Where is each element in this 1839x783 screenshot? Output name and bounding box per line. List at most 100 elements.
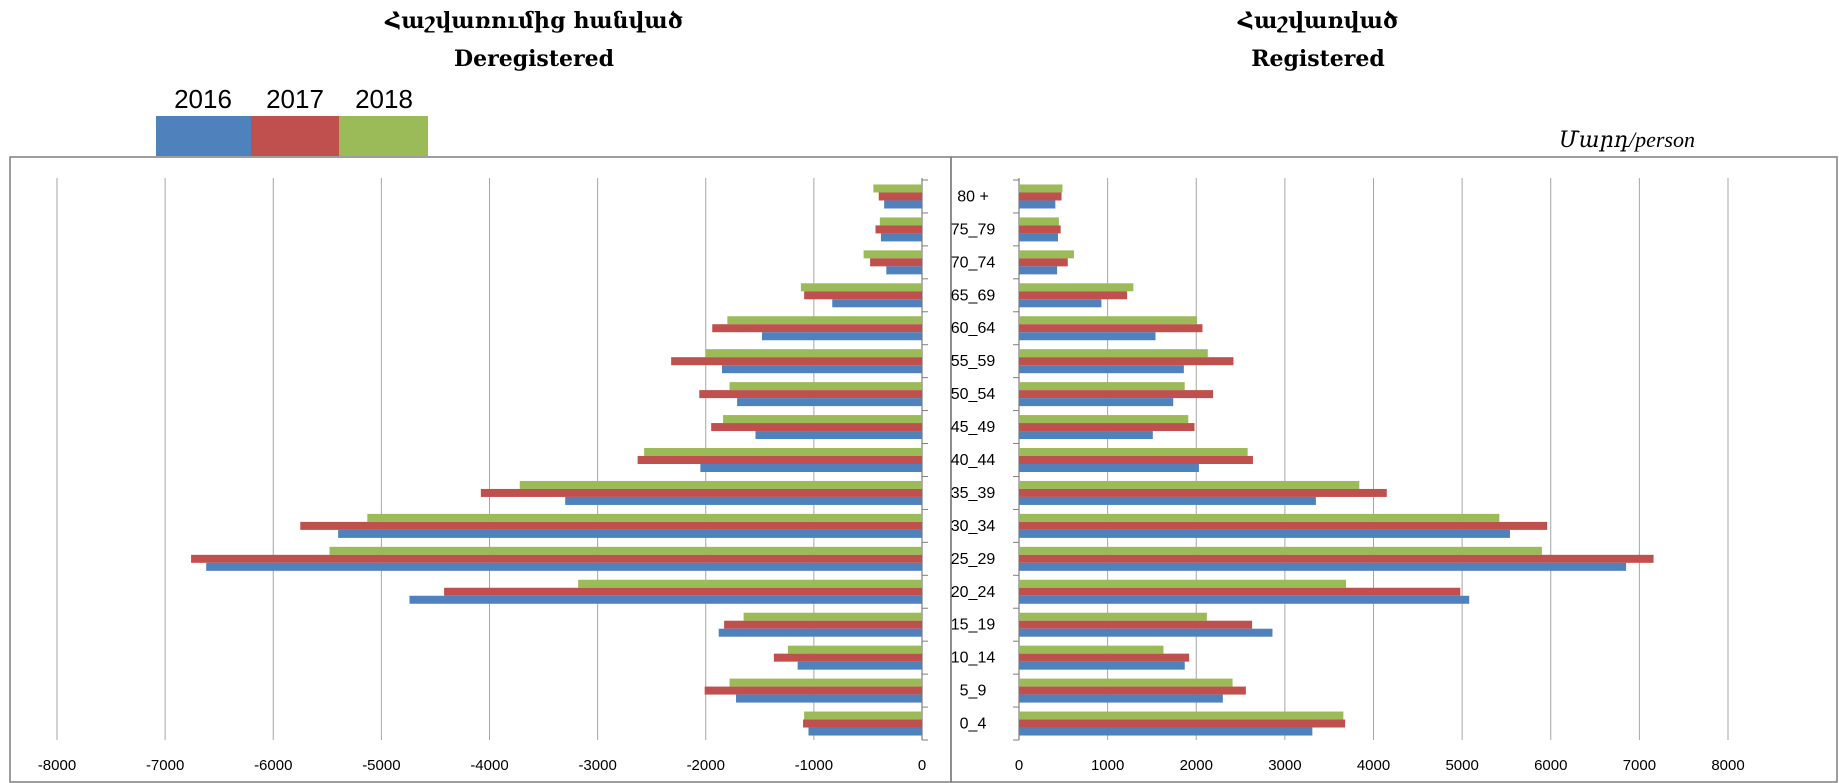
category-label: 40_44 — [951, 452, 996, 469]
bar-2018-15-19 — [1019, 612, 1207, 621]
bar-2018-70-74 — [1019, 250, 1074, 259]
bar-2016-15-19 — [1019, 628, 1273, 637]
bar-2017-75-79 — [1019, 225, 1061, 234]
bar-2018-70-74 — [863, 250, 922, 259]
bar-2016-55-59 — [1019, 365, 1184, 374]
bar-2017-40-44 — [637, 456, 922, 464]
bar-2017-25-29 — [191, 554, 922, 563]
bar-2016-35-39 — [1019, 496, 1316, 505]
bar-2017-35-39 — [480, 488, 922, 497]
bar-2017-55-59 — [671, 357, 922, 366]
bar-2016-35-39 — [565, 496, 922, 505]
bar-2018-20-24 — [578, 579, 922, 588]
bar-2017-30-34 — [300, 521, 922, 530]
bar-2016-70-74 — [886, 266, 922, 275]
right-title-hy: Հաշվառված — [1237, 8, 1398, 34]
bar-2018-10-14 — [787, 645, 922, 654]
category-label: 75_79 — [951, 221, 996, 238]
bar-2017-15-19 — [724, 620, 922, 629]
bar-2017-45-49 — [711, 423, 922, 432]
category-label: 65_69 — [951, 287, 996, 304]
category-label: 30_34 — [951, 518, 996, 535]
bar-2018-5-9 — [1019, 678, 1233, 687]
bar-2016-50-54 — [737, 398, 922, 407]
x-tick-label: 3000 — [1268, 757, 1301, 774]
bar-2017-75-79 — [875, 225, 922, 234]
x-tick-label: -8000 — [38, 757, 76, 774]
bar-2017-10-14 — [1019, 653, 1190, 662]
bar-2018-15-19 — [743, 612, 922, 621]
bar-2018-30-34 — [367, 513, 923, 522]
bar-2016-45-49 — [755, 431, 922, 440]
bar-2018-5-9 — [729, 678, 922, 687]
bar-2016-60-64 — [761, 332, 922, 341]
category-label: 15_19 — [951, 617, 996, 634]
bar-2016-30-34 — [1019, 529, 1510, 538]
bar-2016-80- — [1019, 200, 1056, 209]
bar-2016-20-24 — [409, 595, 922, 604]
bar-2018-80- — [1019, 184, 1063, 193]
bar-2016-65-69 — [1019, 299, 1102, 308]
bar-2016-5-9 — [1019, 694, 1223, 703]
bar-2018-10-14 — [1019, 645, 1164, 654]
category-label: 20_24 — [951, 584, 996, 601]
left-title-en: Deregistered — [454, 46, 614, 72]
bar-2016-45-49 — [1019, 431, 1153, 440]
bar-2018-60-64 — [727, 316, 922, 325]
bar-2016-55-59 — [721, 365, 922, 374]
x-tick-label: 0 — [918, 757, 926, 774]
bar-2017-65-69 — [1019, 291, 1128, 300]
registered-panel: 0 1000 2000 3000 4000 5000 6000 7000 8000 80 + 75_… — [951, 178, 1745, 774]
bar-2017-50-54 — [1019, 390, 1214, 399]
bar-2016-15-19 — [718, 628, 922, 637]
bar-2016-25-29 — [1019, 562, 1627, 571]
bar-2016-80- — [884, 200, 922, 209]
bar-2016-25-29 — [206, 562, 922, 571]
bar-2018-35-39 — [1019, 480, 1360, 489]
bar-2017-40-44 — [1019, 456, 1253, 464]
bar-2017-30-34 — [1019, 521, 1548, 530]
bar-2018-45-49 — [723, 415, 922, 424]
bar-2017-20-24 — [444, 587, 922, 596]
bar-2018-30-34 — [1019, 513, 1500, 522]
x-tick-label: -1000 — [795, 757, 833, 774]
bar-2017-45-49 — [1019, 423, 1195, 432]
bar-2017-50-54 — [699, 390, 922, 399]
bar-2016-0-4 — [808, 727, 922, 736]
x-tick-label: 6000 — [1534, 757, 1567, 774]
category-label: 70_74 — [951, 254, 996, 271]
bar-2017-70-74 — [1019, 258, 1068, 267]
x-tick-label: -2000 — [687, 757, 725, 774]
right-title-en: Registered — [1251, 46, 1385, 72]
x-tick-label: -7000 — [146, 757, 184, 774]
bar-2017-80- — [1019, 192, 1062, 201]
bar-2018-50-54 — [729, 382, 922, 391]
bar-2016-20-24 — [1019, 595, 1470, 604]
x-tick-label: -6000 — [254, 757, 292, 774]
right-panel-frame — [950, 156, 1838, 783]
bar-2018-25-29 — [1019, 546, 1542, 555]
bar-2016-0-4 — [1019, 727, 1313, 736]
x-tick-label: -5000 — [362, 757, 400, 774]
bar-2017-0-4 — [803, 719, 922, 728]
bar-2018-80- — [873, 184, 922, 193]
bar-2018-55-59 — [705, 349, 922, 358]
bar-2018-50-54 — [1019, 382, 1185, 391]
bar-2016-10-14 — [797, 661, 922, 670]
category-label: 10_14 — [951, 650, 996, 667]
bar-2017-60-64 — [1019, 324, 1203, 333]
bar-2017-15-19 — [1019, 620, 1253, 629]
bar-2016-50-54 — [1019, 398, 1174, 407]
x-tick-label: 4000 — [1357, 757, 1390, 774]
legend-swatch-2016 — [156, 116, 251, 156]
legend-swatch-2017 — [251, 116, 339, 156]
bar-2018-40-44 — [1019, 448, 1248, 456]
category-label: 35_39 — [951, 485, 996, 502]
category-label: 5_9 — [960, 683, 987, 700]
bar-2017-35-39 — [1019, 488, 1387, 497]
deregistered-panel: -8000 -7000 -6000 -5000 -4000 -3000 -2000 -1000… — [38, 178, 928, 774]
x-tick-label: 8000 — [1711, 757, 1744, 774]
bar-2017-20-24 — [1019, 587, 1461, 596]
legend-label-2018: 2018 — [355, 84, 413, 114]
